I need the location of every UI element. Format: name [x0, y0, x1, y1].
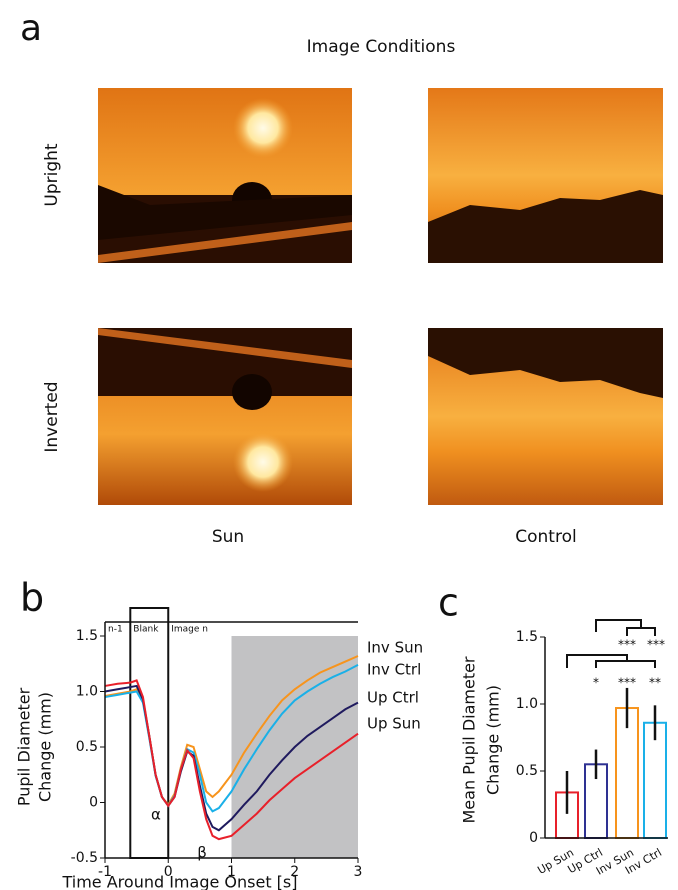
y-axis-label: Change (mm) — [36, 692, 55, 802]
x-tick-label: 2 — [290, 864, 299, 880]
significance-label: * — [593, 676, 599, 690]
annotation: β — [197, 844, 207, 862]
y-tick-label: 1.5 — [516, 629, 538, 645]
image-inverted-sun — [98, 328, 352, 505]
column-label: Sun — [212, 527, 244, 547]
y-tick-label: 1.0 — [516, 696, 538, 712]
y-tick-label: 0 — [89, 795, 98, 811]
x-tick-label: -1 — [98, 864, 112, 880]
panel-title: Image Conditions — [307, 37, 456, 57]
panel-label: b — [20, 576, 44, 620]
x-tick-label: 0 — [164, 864, 173, 880]
y-axis-label: Pupil Diameter — [15, 687, 34, 806]
legend-label: Up Sun — [367, 715, 421, 733]
y-tick-label: 1.5 — [76, 628, 98, 644]
y-tick-label: 0 — [529, 830, 538, 846]
legend-label: Inv Ctrl — [367, 661, 421, 679]
y-tick-label: -0.5 — [71, 850, 98, 866]
y-tick-label: 0.5 — [516, 763, 538, 779]
y-tick-label: 1.0 — [76, 684, 98, 700]
epoch-label: Blank — [133, 625, 159, 635]
significance-label: *** — [647, 638, 665, 652]
y-axis-label: Mean Pupil Diameter — [460, 656, 479, 823]
significance-label: ** — [649, 676, 661, 690]
epoch-label: n-1 — [108, 625, 123, 635]
image-upright-sun — [98, 88, 352, 263]
panel-label: c — [438, 581, 459, 625]
data-line — [104, 679, 359, 841]
x-tick-label: 3 — [354, 864, 363, 880]
x-tick-label: 1 — [227, 864, 236, 880]
row-label: Upright — [42, 143, 62, 207]
image-upright-control — [428, 88, 663, 263]
panel-label: a — [20, 8, 42, 49]
y-axis-label: Change (mm) — [484, 685, 503, 795]
significance-label: *** — [618, 638, 636, 652]
image-inverted-control — [428, 328, 663, 505]
legend-label: Inv Sun — [367, 639, 423, 657]
column-label: Control — [515, 527, 576, 547]
annotation: α — [151, 806, 161, 824]
x-axis-label: Time Around Image Onset [s] — [61, 873, 297, 890]
y-tick-label: 0.5 — [76, 739, 98, 755]
epoch-label: Image n — [171, 625, 208, 635]
significance-brackets — [566, 619, 656, 668]
legend-label: Up Ctrl — [367, 689, 419, 707]
significance-label: *** — [618, 676, 636, 690]
row-label: Inverted — [42, 381, 62, 452]
